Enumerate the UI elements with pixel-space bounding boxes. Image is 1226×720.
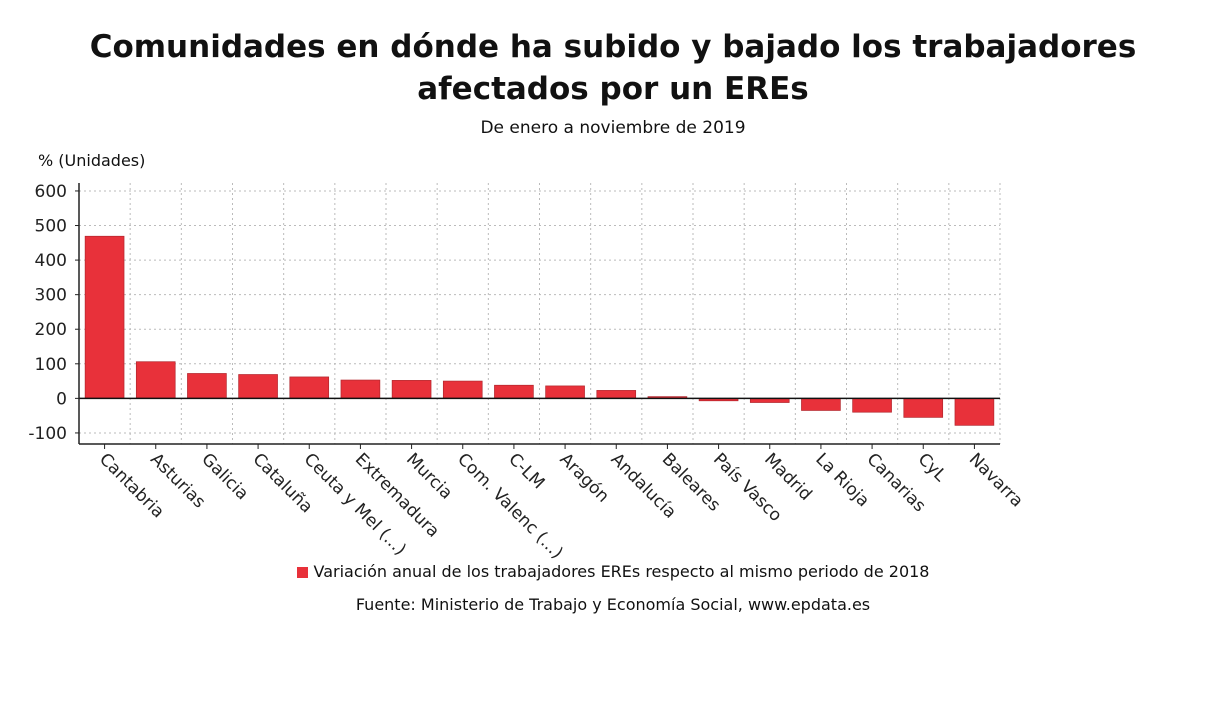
x-tick-label: Aragón [556, 449, 613, 506]
source-note: Fuente: Ministerio de Trabajo y Economía… [355, 595, 871, 614]
x-tick-label: La Rioja [811, 449, 873, 511]
bar [903, 398, 944, 418]
y-axis-label: % (Unidades) [38, 151, 146, 170]
y-tick-label: 400 [35, 251, 67, 271]
bar [494, 384, 534, 399]
x-tick-label: C-LM [504, 449, 548, 493]
y-tick-label: 100 [35, 355, 67, 375]
bar [596, 390, 637, 399]
y-tick-label: -100 [28, 424, 67, 444]
y-tick-label: 300 [35, 286, 67, 306]
legend-label: Variación anual de los trabajadores EREs… [313, 562, 930, 581]
bar [391, 380, 432, 399]
legend-swatch [296, 567, 308, 578]
bar [801, 398, 841, 411]
bar [545, 385, 585, 399]
bar [340, 379, 381, 399]
y-tick-label: 500 [35, 217, 67, 237]
bar [289, 376, 330, 399]
y-tick-label: 0 [56, 389, 67, 409]
x-tick-label: Navarra [965, 449, 1027, 511]
bar [954, 398, 995, 426]
chart-subtitle: De enero a noviembre de 2019 [480, 118, 746, 138]
x-tick-label: CyL [914, 449, 951, 486]
y-tick-label: 200 [35, 320, 67, 340]
y-tick-label: 600 [35, 182, 67, 202]
bar [442, 380, 483, 399]
legend: Variación anual de los trabajadores EREs… [0, 562, 1226, 581]
bar [84, 235, 125, 399]
bar [852, 398, 892, 413]
bar [135, 361, 176, 399]
bar [187, 373, 227, 399]
bar [238, 374, 278, 399]
chart-title: Comunidades en dónde ha subido y bajado … [89, 29, 1137, 107]
